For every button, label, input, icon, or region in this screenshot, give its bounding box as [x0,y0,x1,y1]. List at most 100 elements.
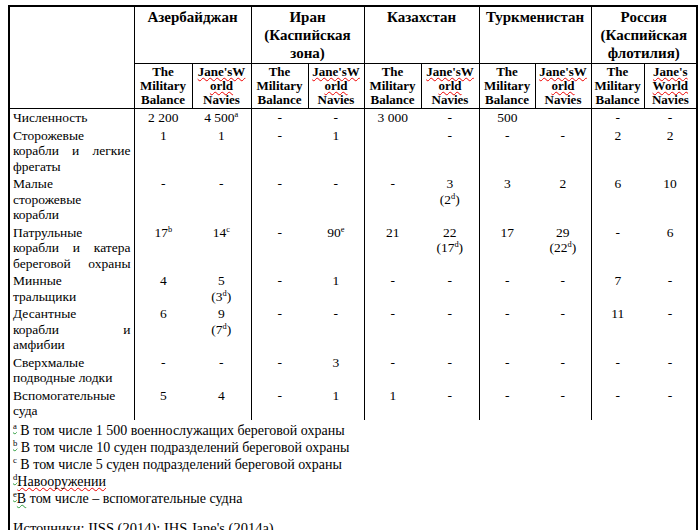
footnote-marker-a: a [235,110,239,119]
subheader-line: Jane'sW [310,65,363,79]
subheader-line: Jane's [646,65,696,79]
subheader-line: Navies [646,93,696,107]
row-label-minesweepers: Минныетральщики [9,272,134,305]
subheader-azerbaijan-janes-world-navies: Jane'sWorldNavies [192,64,251,109]
subheader-line: orld [194,79,250,93]
document-page: АзербайджанИран(Каспийскаязона)Казахстан… [0,5,700,530]
table-cell [535,109,591,127]
country-name-line: Туркменистан [481,8,590,26]
table-cell: - [308,305,364,354]
table-cell: - [644,272,697,305]
table-cell: 90e [308,224,364,273]
row-label-midget-submarines: Сверхмалыеподводные лодки [9,354,134,387]
footnote-marker-d: d [451,191,455,200]
table-row-auxiliary-vessels: Вспомогательныесуда54-11----- [9,387,697,420]
footnote-marker-d: d [223,321,227,330]
row-label-line: Сторожевые [13,128,131,144]
table-cell: - [479,127,535,176]
table-cell: - [134,175,192,224]
subheader-line: Balance [366,93,420,107]
subheader-line: orld [537,79,590,93]
caspian-naval-forces-table: АзербайджанИран(Каспийскаязона)Казахстан… [8,5,698,530]
row-label-line: амфибии [13,337,131,353]
table-cell: - [364,305,421,354]
table-cell: 4 500a [192,109,251,127]
table-cell: - [251,175,308,224]
country-header-russia: Россия(Каспийскаяфлотилия) [591,6,697,64]
row-label-line: сторожевые [13,192,131,208]
country-header-azerbaijan: Азербайджан [134,6,251,64]
footnote-marker-e: e [341,224,345,233]
table-cell: 6 [134,305,192,354]
row-label-landing-ships-amphibious: Десантныекорабли иамфибии [9,305,134,354]
table-cell: - [421,109,479,127]
table-cell: 21 [364,224,421,273]
row-label-patrol-ships-light-frigates: Сторожевыекорабли и легкиефрегаты [9,127,134,176]
table-cell: - [192,175,251,224]
table-cell: 7 [591,272,644,305]
table-cell [364,127,421,176]
table-cell: - [644,354,697,387]
table-cell: 1 [192,127,251,176]
table-header: АзербайджанИран(Каспийскаязона)Казахстан… [9,6,697,109]
table-cell: - [591,387,644,420]
table-row-patrol-boats-coast-guard: Патрульныекорабли и катерабереговой охра… [9,224,697,273]
footnote-b: b В том числе 10 суден подразделений бер… [13,439,692,456]
subheader-line: Navies [537,93,590,107]
footnote-marker-d: d [454,240,458,249]
table-cell: - [644,387,697,420]
table-cell: - [364,175,421,224]
table-cell: - [364,272,421,305]
subheader-line: The [366,65,420,79]
subheader-line: orld [423,79,478,93]
country-name-line: зона) [253,44,363,62]
row-label-small-patrol-ships: Малыесторожевыекорабли [9,175,134,224]
table-cell: 3 [479,175,535,224]
subheader-turkmenistan-military-balance: TheMilitaryBalance [479,64,535,109]
corner-cell [9,6,134,109]
footnotes-row: a В том числе 1 500 военнослужащих берег… [9,420,697,530]
subheader-line: Navies [194,93,250,107]
row-label-auxiliary-vessels: Вспомогательныесуда [9,387,134,420]
table-cell: 5 [134,387,192,420]
country-name-line: (Каспийская [593,26,696,44]
subheader-line: orld [310,79,363,93]
subheader-line: The [593,65,643,79]
subheader-line: The [253,65,307,79]
table-cell: - [251,305,308,354]
table-row-minesweepers: Минныетральщики45(3d)-1----7- [9,272,697,305]
country-header-turkmenistan: Туркменистан [479,6,591,64]
subheader-line: Navies [423,93,478,107]
country-name-line: флотилия) [593,44,696,62]
footnote-text: В том числе 1 500 военнослужащих берегов… [17,423,345,438]
table-cell: 4 [134,272,192,305]
subheader-line: Military [366,79,420,93]
subheader-line: Jane'sW [194,65,250,79]
table-cell: - [251,109,308,127]
table-cell: 500 [479,109,535,127]
table-cell: 5(3d) [192,272,251,305]
table-cell: - [644,109,697,127]
table-cell: - [421,354,479,387]
row-label-line: корабли и легкие [13,143,131,159]
table-cell: 4 [192,387,251,420]
table-cell: - [479,305,535,354]
country-name-row: АзербайджанИран(Каспийскаязона)Казахстан… [9,6,697,64]
row-label-line: Сверхмалые [13,355,131,371]
subheader-line: Military [481,79,534,93]
row-label-line: Малые [13,176,131,192]
table-row-patrol-ships-light-frigates: Сторожевыекорабли и легкиефрегаты11-1---… [9,127,697,176]
footnote-d: dНавооружении [13,473,692,490]
table-cell: 14c [192,224,251,273]
table-cell: 2 [591,127,644,176]
table-cell: 1 [308,272,364,305]
table-cell: - [535,387,591,420]
table-cell: - [535,354,591,387]
row-label-line: суда [13,403,131,419]
subheader-kazakhstan-janes-world-navies: Jane'sWorldNavies [421,64,479,109]
table-cell: - [421,387,479,420]
row-label-line: корабли и [13,322,131,338]
row-label-line: Минные [13,273,131,289]
subheader-line: The [481,65,534,79]
country-name-line: Азербайджан [136,8,250,26]
